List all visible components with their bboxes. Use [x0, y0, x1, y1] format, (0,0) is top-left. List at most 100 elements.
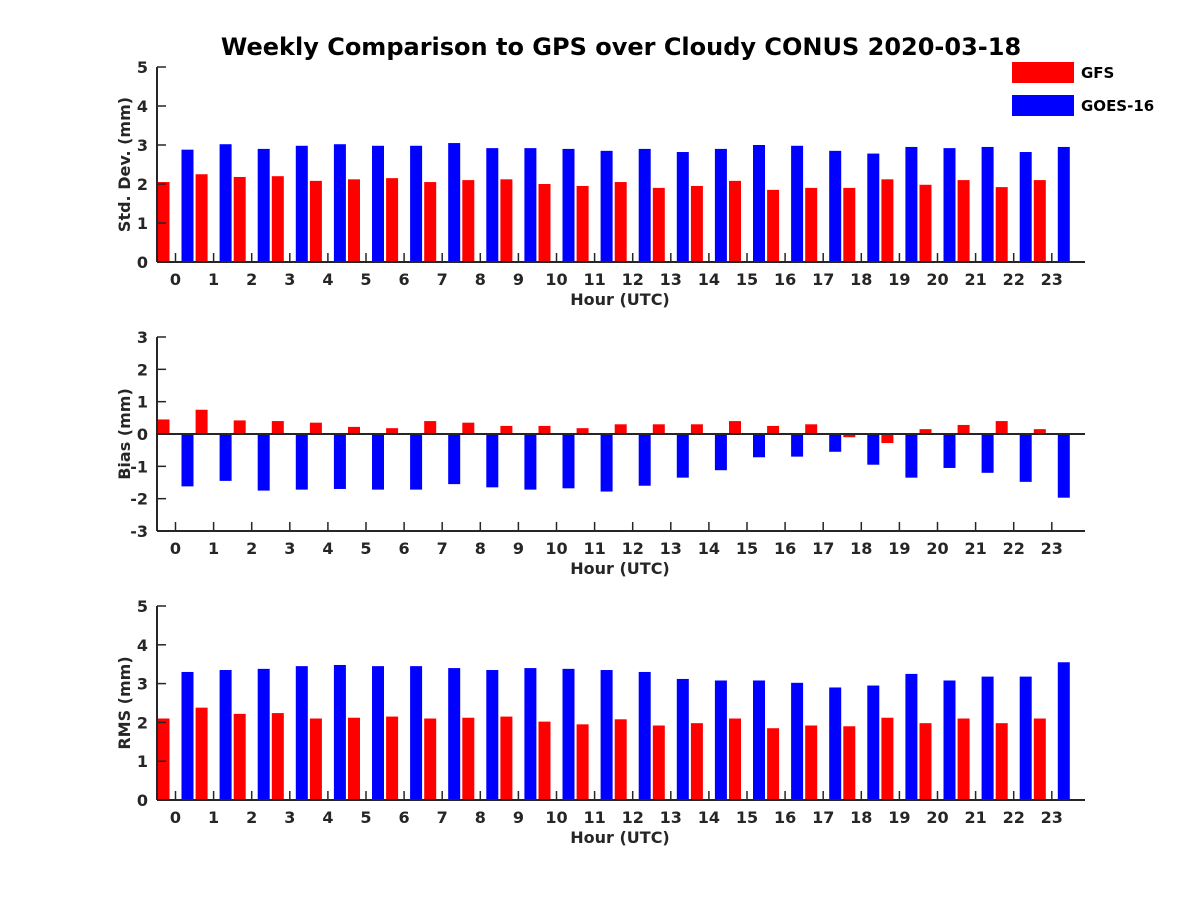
legend-label-gfs: GFS [1081, 64, 1114, 82]
bias-xtick-label-4: 4 [322, 539, 333, 558]
legend: GFS GOES-16 [1012, 62, 1154, 116]
rms-bar-goes16-15 [753, 680, 765, 800]
std-dev-xtick-label-18: 18 [850, 270, 872, 289]
bias-xtick-label-14: 14 [698, 539, 720, 558]
std-dev-ytick-label-1: 1 [137, 214, 148, 233]
std-dev-bar-goes16-22 [1019, 152, 1032, 262]
bias-xtick-label-3: 3 [284, 539, 295, 558]
bias-bar-goes16-21 [981, 434, 994, 473]
rms-bar-goes16-17 [829, 687, 842, 800]
bias-bar-gfs-15 [729, 421, 741, 434]
figure-title: Weekly Comparison to GPS over Cloudy CON… [221, 33, 1021, 61]
rms-bar-gfs-14 [690, 723, 703, 800]
rms-bar-gfs-17 [805, 725, 818, 800]
rms-bar-goes16-23 [1057, 662, 1070, 800]
std-dev-xtick-label-1: 1 [208, 270, 219, 289]
rms-xtick-label-2: 2 [246, 808, 257, 827]
bias-bar-gfs-22 [995, 421, 1008, 434]
rms-xtick-label-16: 16 [774, 808, 796, 827]
std-dev-bar-goes16-11 [600, 150, 613, 262]
std-dev-bar-goes16-19 [905, 146, 918, 262]
std-dev-bar-gfs-2 [233, 176, 246, 262]
bias-xtick-label-20: 20 [926, 539, 948, 558]
rms-xtick-label-17: 17 [812, 808, 834, 827]
std-dev-ytick-label-0: 0 [137, 253, 148, 272]
std-dev-bar-goes16-12 [638, 148, 651, 262]
std-dev-bar-gfs-8 [462, 180, 475, 262]
rms-bar-goes16-9 [524, 668, 537, 800]
std-dev-ytick-label-3: 3 [137, 136, 148, 155]
std-dev-bar-gfs-6 [386, 178, 399, 262]
std-dev-xtick-label-17: 17 [812, 270, 834, 289]
std-dev-xtick-label-10: 10 [545, 270, 567, 289]
std-dev-xtick-label-12: 12 [622, 270, 644, 289]
rms-bar-gfs-18 [843, 726, 856, 800]
legend-swatch-gfs [1012, 62, 1074, 83]
bias-x-axis-label: Hour (UTC) [570, 559, 670, 578]
std-dev-xtick-label-5: 5 [360, 270, 371, 289]
bias-bar-gfs-23 [1033, 429, 1046, 434]
bias-xtick-label-5: 5 [360, 539, 371, 558]
std-dev-bar-gfs-16 [767, 189, 780, 262]
bias-bar-goes16-17 [829, 434, 842, 452]
std-dev-bar-gfs-18 [843, 187, 856, 262]
std-dev-bar-gfs-9 [500, 179, 513, 262]
rms-bar-gfs-7 [424, 718, 437, 800]
bias-bar-gfs-17 [805, 424, 818, 434]
std-dev-bar-gfs-1 [195, 174, 208, 262]
bias-ytick-label-5: 2 [137, 360, 148, 379]
rms-bar-goes16-4 [333, 664, 346, 800]
std-dev-bar-goes16-14 [714, 148, 727, 262]
bias-bar-gfs-8 [462, 422, 475, 434]
rms-bar-gfs-10 [538, 721, 551, 800]
bias-bar-goes16-14 [714, 434, 727, 471]
rms-xtick-label-9: 9 [513, 808, 524, 827]
std-dev-bar-goes16-2 [257, 148, 270, 262]
bias-xtick-label-10: 10 [545, 539, 567, 558]
bias-bar-goes16-1 [219, 434, 232, 481]
rms-bar-goes16-7 [448, 668, 461, 800]
bias-xtick-label-7: 7 [437, 539, 448, 558]
bias-bar-goes16-9 [524, 434, 537, 490]
rms-bar-goes16-6 [410, 666, 423, 800]
bias-bar-goes16-13 [676, 434, 689, 478]
bias-bar-gfs-13 [652, 424, 665, 434]
rms-bar-goes16-22 [1019, 676, 1032, 800]
rms-bar-goes16-13 [676, 678, 689, 800]
bias-xtick-label-12: 12 [622, 539, 644, 558]
std-dev-bar-gfs-12 [614, 182, 627, 262]
bias-ytick-label-0: -3 [130, 522, 148, 541]
rms-bar-gfs-20 [919, 723, 932, 800]
rms-bar-goes16-14 [714, 680, 727, 800]
bias-bar-goes16-16 [791, 434, 804, 457]
rms-xtick-label-4: 4 [322, 808, 333, 827]
bias-xtick-label-11: 11 [583, 539, 605, 558]
bias-bar-gfs-20 [919, 429, 932, 434]
rms-ytick-label-3: 3 [137, 675, 148, 694]
rms-bar-goes16-3 [295, 666, 308, 800]
rms-xtick-label-11: 11 [583, 808, 605, 827]
rms-ytick-label-5: 5 [137, 597, 148, 616]
bias-y-axis-label: Bias (mm) [115, 388, 134, 480]
std-dev-xtick-label-20: 20 [926, 270, 948, 289]
rms-bar-goes16-10 [562, 668, 575, 800]
bias-xtick-label-22: 22 [1003, 539, 1025, 558]
std-dev-bar-gfs-22 [995, 187, 1008, 262]
std-dev-bar-gfs-23 [1033, 180, 1046, 262]
bias-xtick-label-15: 15 [736, 539, 758, 558]
bias-xtick-label-2: 2 [246, 539, 257, 558]
bias-xtick-label-8: 8 [475, 539, 486, 558]
rms-bar-gfs-15 [729, 718, 741, 800]
std-dev-bar-gfs-13 [652, 187, 665, 262]
std-dev-bar-goes16-8 [486, 148, 499, 262]
std-dev-bar-goes16-0 [181, 149, 194, 262]
std-dev-bar-goes16-15 [753, 145, 765, 262]
bias-bar-goes16-20 [943, 434, 956, 468]
std-dev-bar-gfs-20 [919, 184, 932, 262]
bias-bar-goes16-22 [1019, 434, 1032, 482]
bias-bar-gfs-16 [767, 425, 780, 434]
rms-xtick-label-5: 5 [360, 808, 371, 827]
bias-xtick-label-16: 16 [774, 539, 796, 558]
bias-bar-goes16-0 [181, 434, 194, 487]
bias-bar-gfs-3 [271, 421, 284, 434]
